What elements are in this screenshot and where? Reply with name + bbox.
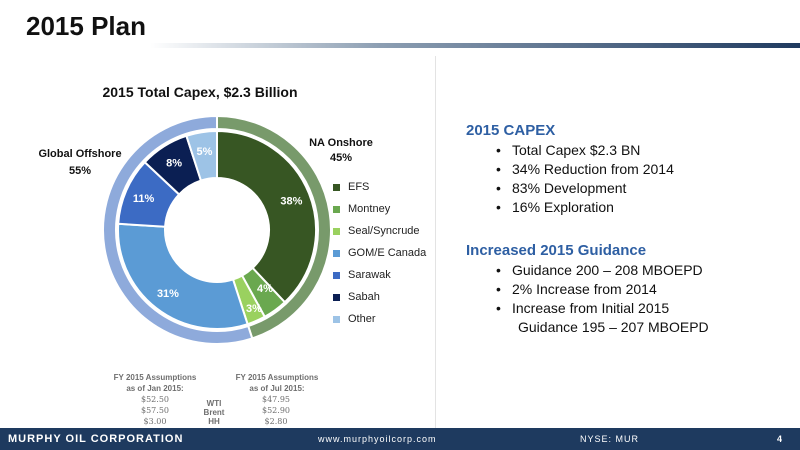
capex-bullet: 34% Reduction from 2014 bbox=[496, 160, 786, 179]
inner-slice-gom-e-canada bbox=[117, 222, 249, 330]
legend-swatch bbox=[333, 249, 340, 257]
jan-assumptions-heading: FY 2015 Assumptions as of Jan 2015: bbox=[100, 372, 210, 394]
legend-item: EFS bbox=[333, 176, 426, 198]
jul-heading-line1: FY 2015 Assumptions bbox=[235, 373, 319, 382]
legend-item: Sarawak bbox=[333, 264, 426, 286]
legend-item: Sabah bbox=[333, 286, 426, 308]
capex-heading: 2015 CAPEX bbox=[466, 122, 556, 139]
jul-heading-line2: as of Jul 2015: bbox=[249, 384, 305, 393]
jan-brent-value: $57.50 bbox=[141, 406, 169, 415]
legend-item: Other bbox=[333, 308, 426, 330]
legend-swatch bbox=[333, 227, 340, 235]
capex-bullet: 83% Development bbox=[496, 179, 786, 198]
na-onshore-pct: 45% bbox=[329, 152, 353, 164]
jan-heading-line2: as of Jan 2015: bbox=[126, 384, 184, 393]
legend-swatch bbox=[333, 315, 340, 323]
guidance-bullet: 2% Increase from 2014 bbox=[496, 280, 786, 299]
jan-heading-line1: FY 2015 Assumptions bbox=[113, 373, 197, 382]
inner-data-label: 8% bbox=[166, 157, 182, 169]
legend-label: Sabah bbox=[348, 291, 380, 303]
inner-data-label: 3% bbox=[246, 303, 262, 315]
global-offshore-pct: 55% bbox=[68, 165, 92, 177]
inner-slice-other bbox=[185, 129, 218, 182]
jul-assumptions-heading: FY 2015 Assumptions as of Jul 2015: bbox=[222, 372, 332, 394]
title-rule bbox=[150, 43, 800, 48]
brent-label: Brent bbox=[203, 408, 225, 417]
outer-slice-global-offshore bbox=[102, 114, 254, 345]
legend-swatch bbox=[333, 183, 340, 191]
footer-bar: MURPHY OIL CORPORATION www.murphyoilcorp… bbox=[0, 428, 800, 450]
legend-label: EFS bbox=[348, 181, 370, 193]
capex-bullets: Total Capex $2.3 BN 34% Reduction from 2… bbox=[466, 141, 786, 217]
chart-title: 2015 Total Capex, $2.3 Billion bbox=[102, 84, 298, 100]
guidance-bullet: Guidance 200 – 208 MBOEPD bbox=[496, 261, 786, 280]
jan-hh-value: $3.00 bbox=[143, 417, 167, 426]
jul-hh-value: $2.80 bbox=[264, 417, 288, 426]
guidance-bullet: Increase from Initial 2015 bbox=[496, 299, 786, 318]
guidance-bullets: Guidance 200 – 208 MBOEPD 2% Increase fr… bbox=[466, 261, 786, 318]
capex-bullet: 16% Exploration bbox=[496, 198, 786, 217]
footer-company: MURPHY OIL CORPORATION bbox=[8, 433, 184, 445]
guidance-heading: Increased 2015 Guidance bbox=[466, 242, 647, 259]
right-panel: 2015 CAPEX Total Capex $2.3 BN 34% Reduc… bbox=[466, 122, 786, 337]
na-onshore-label: NA Onshore 45% bbox=[296, 136, 386, 166]
legend-item: Montney bbox=[333, 198, 426, 220]
hh-label: HH bbox=[208, 417, 220, 426]
inner-data-label: 31% bbox=[157, 288, 179, 300]
legend-item: GOM/E Canada bbox=[333, 242, 426, 264]
legend-label: Montney bbox=[348, 203, 391, 215]
legend-label: Other bbox=[348, 313, 376, 325]
legend-item: Seal/Syncrude bbox=[333, 220, 426, 242]
legend-label: Sarawak bbox=[348, 269, 391, 281]
legend-label: GOM/E Canada bbox=[348, 247, 427, 259]
inner-data-label: 4% bbox=[257, 283, 273, 295]
inner-data-label: 38% bbox=[280, 196, 302, 208]
capex-bullet: Total Capex $2.3 BN bbox=[496, 141, 786, 160]
inner-data-label: 11% bbox=[133, 193, 155, 205]
footer-ticker: NYSE: MUR bbox=[580, 434, 640, 444]
legend-swatch bbox=[333, 205, 340, 213]
footer-url: www.murphyoilcorp.com bbox=[318, 434, 437, 444]
slide-title: 2015 Plan bbox=[26, 11, 146, 41]
global-offshore-label: Global Offshore 55% bbox=[30, 147, 130, 179]
na-onshore-name: NA Onshore bbox=[309, 137, 373, 149]
jan-wti-value: $52.50 bbox=[141, 395, 169, 404]
legend-swatch bbox=[333, 293, 340, 301]
legend-label: Seal/Syncrude bbox=[348, 225, 420, 237]
inner-data-label: 5% bbox=[197, 146, 213, 158]
guidance-bullet-continuation: Guidance 195 – 207 MBOEPD bbox=[518, 319, 709, 335]
chart-legend: EFS Montney Seal/Syncrude GOM/E Canada Saraw… bbox=[333, 176, 426, 330]
inner-slice-efs bbox=[216, 129, 317, 304]
wti-label: WTI bbox=[206, 399, 222, 408]
panel-divider bbox=[435, 56, 436, 428]
global-offshore-name: Global Offshore bbox=[38, 148, 122, 160]
page-number: 4 bbox=[777, 434, 783, 444]
jul-brent-value: $52.90 bbox=[262, 406, 290, 415]
legend-swatch bbox=[333, 271, 340, 279]
jul-wti-value: $47.95 bbox=[262, 395, 290, 404]
